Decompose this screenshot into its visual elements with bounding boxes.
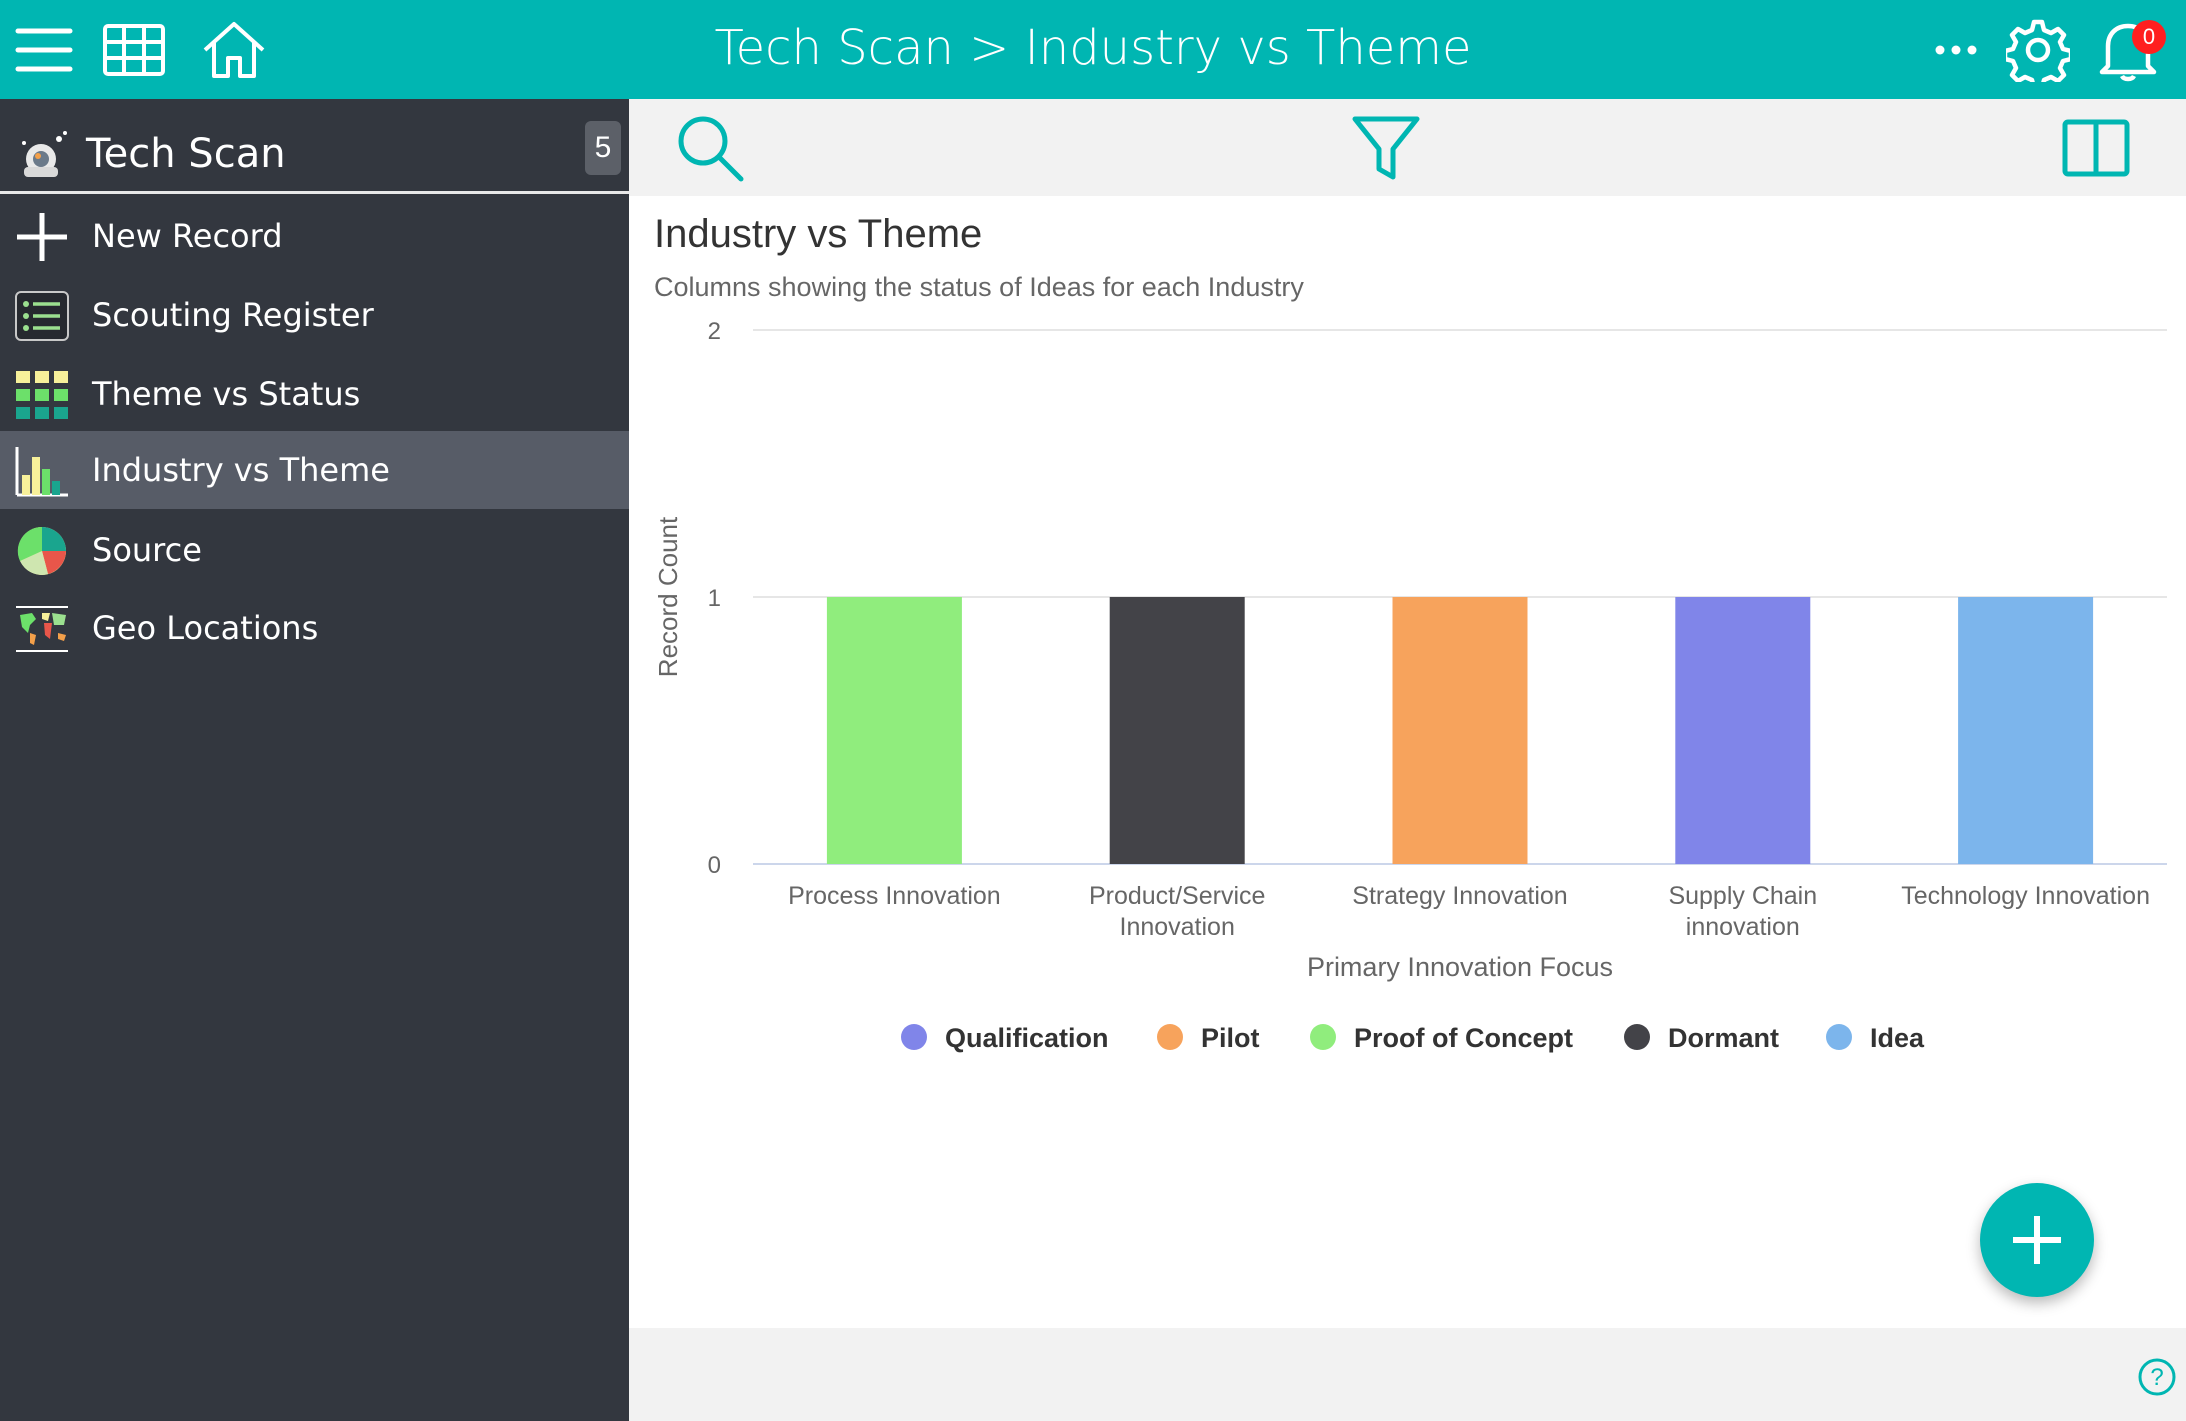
search-icon[interactable] [673, 111, 747, 185]
legend-swatch [1624, 1024, 1650, 1050]
bar [826, 597, 962, 864]
home-icon[interactable] [198, 14, 270, 86]
gear-icon[interactable] [2002, 14, 2074, 86]
x-tick-label: Technology Innovation [1901, 882, 2150, 910]
sidebar-item-industry-vs-theme[interactable]: Industry vs Theme [0, 431, 629, 509]
split-view-icon[interactable] [2059, 111, 2133, 185]
legend-swatch [1826, 1024, 1852, 1050]
sidebar-item-new-record[interactable]: New Record [0, 197, 629, 275]
legend-item: Proof of Concept [1354, 1023, 1573, 1053]
sidebar: Tech Scan 5 New Record Scouting Register… [0, 99, 629, 1421]
legend-item: Idea [1870, 1023, 1925, 1053]
sidebar-header: Tech Scan 5 [0, 99, 629, 194]
bar [1109, 597, 1245, 864]
plus-icon [14, 211, 70, 263]
notification-badge[interactable]: 0 [2132, 20, 2166, 54]
top-bar: Tech Scan > Industry vs Theme 0 [0, 0, 2186, 99]
chart-subtitle: Columns showing the status of Ideas for … [654, 272, 1304, 302]
bar-chart: 0 1 2 Record Count Process Innovation Product… [653, 318, 2167, 1053]
footer-bar [629, 1328, 2186, 1421]
sidebar-item-source[interactable]: Source [0, 511, 629, 589]
astronaut-logo-icon [16, 129, 70, 181]
sidebar-item-geo-locations[interactable]: Geo Locations [0, 589, 629, 667]
bar [1675, 597, 1811, 864]
legend-item: Qualification [945, 1023, 1109, 1053]
sidebar-app-name: Tech Scan [86, 131, 286, 177]
y-tick-label: 2 [708, 318, 721, 345]
x-axis-label: Primary Innovation Focus [1307, 952, 1613, 982]
x-tick-label: innovation [1686, 913, 1800, 941]
grid-icon[interactable] [98, 14, 170, 86]
svg-text:?: ? [2150, 1364, 2163, 1391]
add-record-button[interactable] [1980, 1183, 2094, 1297]
y-axis-label: Record Count [653, 516, 683, 677]
x-tick-label: Process Innovation [788, 882, 1001, 910]
pie-chart-icon [14, 525, 70, 577]
hamburger-menu-icon[interactable] [8, 14, 80, 86]
chart-title: Industry vs Theme [654, 212, 983, 256]
more-icon[interactable] [1920, 14, 1992, 86]
x-tick-label: Product/Service [1089, 882, 1265, 910]
bar [1958, 597, 2094, 864]
x-tick-label: Innovation [1120, 913, 1235, 941]
x-tick-label: Strategy Innovation [1352, 882, 1567, 910]
list-icon [14, 290, 70, 342]
bar [1392, 597, 1528, 864]
page-title: Tech Scan > Industry vs Theme [714, 20, 1472, 76]
bar-chart-icon [14, 445, 70, 497]
y-tick-label: 1 [708, 585, 721, 612]
world-map-icon [14, 603, 70, 655]
y-tick-label: 0 [708, 852, 721, 879]
x-tick-label: Supply Chain [1668, 882, 1817, 910]
legend-swatch [1310, 1024, 1336, 1050]
tile-grid-icon [14, 369, 70, 421]
view-toolbar [629, 99, 2186, 196]
plus-icon [2013, 1216, 2061, 1264]
sidebar-item-theme-vs-status[interactable]: Theme vs Status [0, 355, 629, 433]
record-count-badge: 5 [585, 121, 621, 175]
chart-panel: Industry vs Theme Columns showing the st… [629, 196, 2186, 1328]
legend-swatch [1157, 1024, 1183, 1050]
legend-item: Pilot [1201, 1023, 1260, 1053]
legend-item: Dormant [1668, 1023, 1779, 1053]
help-icon[interactable]: ? [2137, 1357, 2177, 1397]
filter-icon[interactable] [1349, 111, 1423, 185]
legend-swatch [901, 1024, 927, 1050]
sidebar-item-scouting-register[interactable]: Scouting Register [0, 276, 629, 354]
